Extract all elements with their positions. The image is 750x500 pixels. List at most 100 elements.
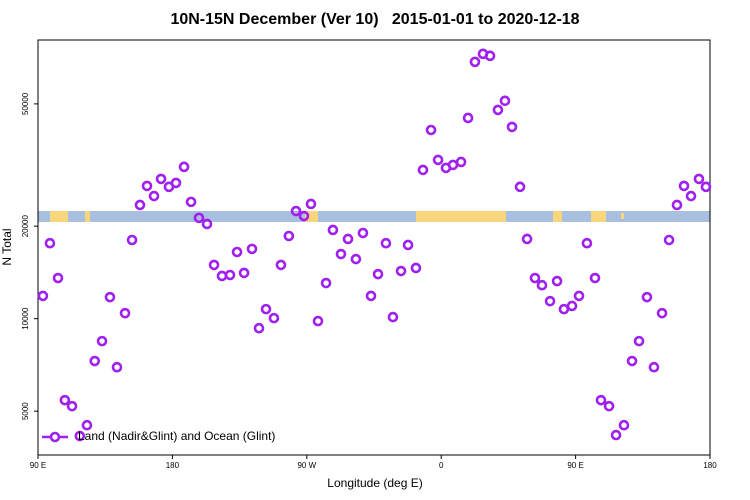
data-point xyxy=(89,355,101,367)
data-point xyxy=(342,233,354,245)
data-point xyxy=(148,190,160,202)
x-tick-label: 180 xyxy=(166,461,180,470)
data-point xyxy=(44,237,56,249)
data-point xyxy=(193,212,205,224)
x-tick-label: 90 W xyxy=(297,461,316,470)
data-point xyxy=(111,361,123,373)
data-point xyxy=(395,265,407,277)
data-point xyxy=(544,295,556,307)
data-point xyxy=(603,400,615,412)
data-point xyxy=(246,243,258,255)
data-point xyxy=(462,112,474,124)
data-point xyxy=(469,56,481,68)
data-point xyxy=(320,277,332,289)
x-tick-label: 90 E xyxy=(30,461,46,470)
data-point xyxy=(595,394,607,406)
data-point xyxy=(671,199,683,211)
x-axis-label: Longitude (deg E) xyxy=(327,476,422,490)
data-point xyxy=(201,218,213,230)
x-tick-label: 90 E xyxy=(567,461,583,470)
data-point xyxy=(231,246,243,258)
x-tick-label: 180 xyxy=(703,461,717,470)
data-point xyxy=(425,124,437,136)
data-point xyxy=(648,361,660,373)
data-point xyxy=(618,419,630,431)
data-point xyxy=(327,224,339,236)
data-point xyxy=(52,272,64,284)
data-point xyxy=(610,429,622,441)
y-tick-label: 10000 xyxy=(21,307,30,330)
data-point xyxy=(402,239,414,251)
data-point xyxy=(81,419,93,431)
data-point xyxy=(432,154,444,166)
data-point xyxy=(380,237,392,249)
data-point xyxy=(216,270,228,282)
plot-frame xyxy=(37,39,711,456)
data-point xyxy=(387,311,399,323)
data-point xyxy=(96,335,108,347)
land-patch xyxy=(85,211,90,222)
data-point xyxy=(170,177,182,189)
data-point xyxy=(573,290,585,302)
data-point xyxy=(155,173,167,185)
land-patch xyxy=(591,211,606,222)
data-point xyxy=(417,164,429,176)
x-tick-label: 0 xyxy=(439,461,444,470)
land-patch xyxy=(305,211,318,222)
data-point xyxy=(298,210,310,222)
data-point xyxy=(693,173,705,185)
land-patch xyxy=(50,211,68,222)
data-point xyxy=(656,307,668,319)
data-point xyxy=(506,121,518,133)
data-point xyxy=(253,322,265,334)
data-point xyxy=(126,234,138,246)
data-point xyxy=(104,291,116,303)
data-point xyxy=(521,233,533,245)
data-point xyxy=(208,259,220,271)
data-point xyxy=(492,104,504,116)
land-patch xyxy=(621,213,624,219)
data-point xyxy=(275,259,287,271)
data-point xyxy=(455,156,467,168)
data-point xyxy=(551,275,563,287)
data-point xyxy=(529,272,541,284)
y-axis-label: N Total xyxy=(0,228,14,265)
data-point xyxy=(141,180,153,192)
data-point xyxy=(357,227,369,239)
data-point xyxy=(238,267,250,279)
data-point xyxy=(312,315,324,327)
land-band xyxy=(38,211,710,222)
chart-title: 10N-15N December (Ver 10) 2015-01-01 to … xyxy=(170,11,579,28)
data-point xyxy=(663,234,675,246)
data-point xyxy=(283,230,295,242)
data-point xyxy=(499,95,511,107)
land-patch xyxy=(416,211,506,222)
data-point xyxy=(119,307,131,319)
data-point xyxy=(566,300,578,312)
data-point xyxy=(589,272,601,284)
data-point xyxy=(59,394,71,406)
data-point xyxy=(224,269,236,281)
data-point xyxy=(178,161,190,173)
ocean-band xyxy=(38,211,710,222)
y-tick-label: 50000 xyxy=(21,92,30,115)
data-point xyxy=(66,400,78,412)
data-point xyxy=(335,248,347,260)
data-point xyxy=(372,268,384,280)
data-point xyxy=(410,262,422,274)
data-point xyxy=(678,180,690,192)
data-point xyxy=(74,430,86,442)
land-patch xyxy=(553,211,562,222)
data-point xyxy=(350,253,362,265)
data-point xyxy=(305,198,317,210)
data-point xyxy=(514,181,526,193)
legend-label: Land (Nadir&Glint) and Ocean (Glint) xyxy=(78,429,275,443)
data-point xyxy=(700,181,712,193)
data-point xyxy=(685,190,697,202)
data-point xyxy=(134,199,146,211)
data-point xyxy=(536,279,548,291)
data-point xyxy=(260,303,272,315)
data-point xyxy=(581,237,593,249)
data-point xyxy=(365,290,377,302)
